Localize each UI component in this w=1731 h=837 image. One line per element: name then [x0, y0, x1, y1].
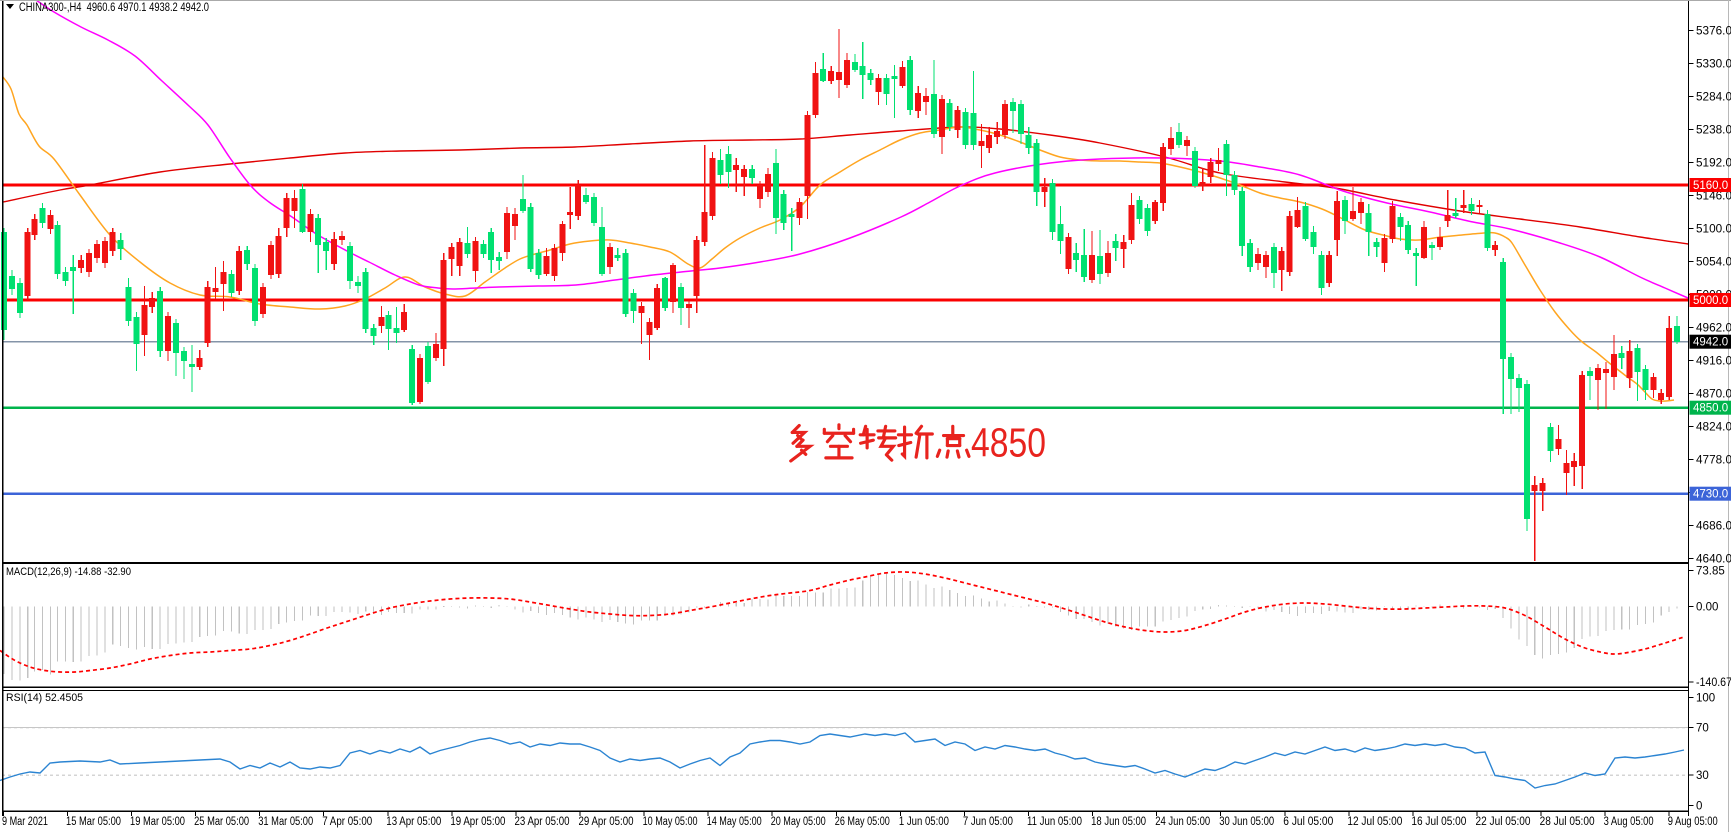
- svg-text:20 May 05:00: 20 May 05:00: [771, 816, 826, 828]
- svg-text:4730.0: 4730.0: [1693, 489, 1728, 501]
- svg-text:9 Mar 2021: 9 Mar 2021: [2, 816, 48, 828]
- svg-text:26 May 05:00: 26 May 05:00: [835, 816, 890, 828]
- svg-text:MACD(12,26,9) -14.88 -32.90: MACD(12,26,9) -14.88 -32.90: [6, 566, 131, 578]
- svg-text:4686.0: 4686.0: [1696, 520, 1731, 532]
- svg-text:30 Jun 05:00: 30 Jun 05:00: [1219, 816, 1274, 828]
- svg-text:73.85: 73.85: [1696, 565, 1725, 577]
- svg-text:10 May 05:00: 10 May 05:00: [643, 816, 698, 828]
- svg-text:19 Apr 05:00: 19 Apr 05:00: [450, 816, 505, 828]
- svg-text:23 Apr 05:00: 23 Apr 05:00: [515, 816, 570, 828]
- svg-text:9 Aug 05:00: 9 Aug 05:00: [1668, 816, 1718, 828]
- svg-text:5000.0: 5000.0: [1693, 295, 1728, 307]
- svg-text:6 Jul 05:00: 6 Jul 05:00: [1283, 816, 1333, 828]
- svg-text:4942.0: 4942.0: [1693, 337, 1728, 349]
- svg-text:14 May 05:00: 14 May 05:00: [707, 816, 762, 828]
- svg-text:31 Mar 05:00: 31 Mar 05:00: [258, 816, 313, 828]
- svg-text:5054.0: 5054.0: [1696, 256, 1731, 268]
- svg-text:-140.67: -140.67: [1696, 677, 1731, 689]
- svg-text:CHINA300-,H4 4960.6 4970.1 49: CHINA300-,H4 4960.6 4970.1 4938.2 4942.0: [19, 2, 209, 14]
- svg-text:30: 30: [1696, 770, 1709, 782]
- svg-text:4916.0: 4916.0: [1696, 355, 1731, 367]
- svg-text:12 Jul 05:00: 12 Jul 05:00: [1347, 816, 1402, 828]
- svg-text:4850: 4850: [971, 420, 1046, 466]
- svg-text:19 Mar 05:00: 19 Mar 05:00: [130, 816, 185, 828]
- svg-text:7 Apr 05:00: 7 Apr 05:00: [322, 816, 372, 828]
- svg-text:1 Jun 05:00: 1 Jun 05:00: [899, 816, 949, 828]
- svg-text:5284.0: 5284.0: [1696, 91, 1731, 103]
- svg-text:100: 100: [1696, 692, 1715, 704]
- svg-text:5146.0: 5146.0: [1696, 190, 1731, 202]
- svg-text:29 Apr 05:00: 29 Apr 05:00: [579, 816, 634, 828]
- svg-text:28 Jul 05:00: 28 Jul 05:00: [1540, 816, 1595, 828]
- svg-text:5330.0: 5330.0: [1696, 58, 1731, 70]
- svg-text:5376.0: 5376.0: [1696, 25, 1731, 37]
- svg-text:16 Jul 05:00: 16 Jul 05:00: [1411, 816, 1466, 828]
- svg-text:5192.0: 5192.0: [1696, 157, 1731, 169]
- svg-text:3 Aug 05:00: 3 Aug 05:00: [1604, 816, 1654, 828]
- svg-text:4850.0: 4850.0: [1693, 403, 1728, 415]
- svg-text:5100.0: 5100.0: [1696, 223, 1731, 235]
- svg-text:13 Apr 05:00: 13 Apr 05:00: [386, 816, 441, 828]
- svg-text:18 Jun 05:00: 18 Jun 05:00: [1091, 816, 1146, 828]
- svg-text:0.00: 0.00: [1696, 601, 1718, 613]
- svg-text:70: 70: [1696, 723, 1709, 735]
- svg-text:7 Jun 05:00: 7 Jun 05:00: [963, 816, 1013, 828]
- svg-text:5160.0: 5160.0: [1693, 180, 1728, 192]
- svg-text:RSI(14) 52.4505: RSI(14) 52.4505: [6, 692, 83, 704]
- svg-text:4962.0: 4962.0: [1696, 322, 1731, 334]
- svg-text:0: 0: [1696, 800, 1702, 812]
- svg-text:25 Mar 05:00: 25 Mar 05:00: [194, 816, 249, 828]
- svg-text:11 Jun 05:00: 11 Jun 05:00: [1027, 816, 1082, 828]
- svg-text:4824.0: 4824.0: [1696, 421, 1731, 433]
- svg-text:4870.0: 4870.0: [1696, 388, 1731, 400]
- svg-text:4778.0: 4778.0: [1696, 454, 1731, 466]
- svg-text:5238.0: 5238.0: [1696, 124, 1731, 136]
- svg-text:24 Jun 05:00: 24 Jun 05:00: [1155, 816, 1210, 828]
- svg-text:22 Jul 05:00: 22 Jul 05:00: [1476, 816, 1531, 828]
- svg-text:4640.0: 4640.0: [1696, 553, 1731, 565]
- svg-text:15 Mar 05:00: 15 Mar 05:00: [66, 816, 121, 828]
